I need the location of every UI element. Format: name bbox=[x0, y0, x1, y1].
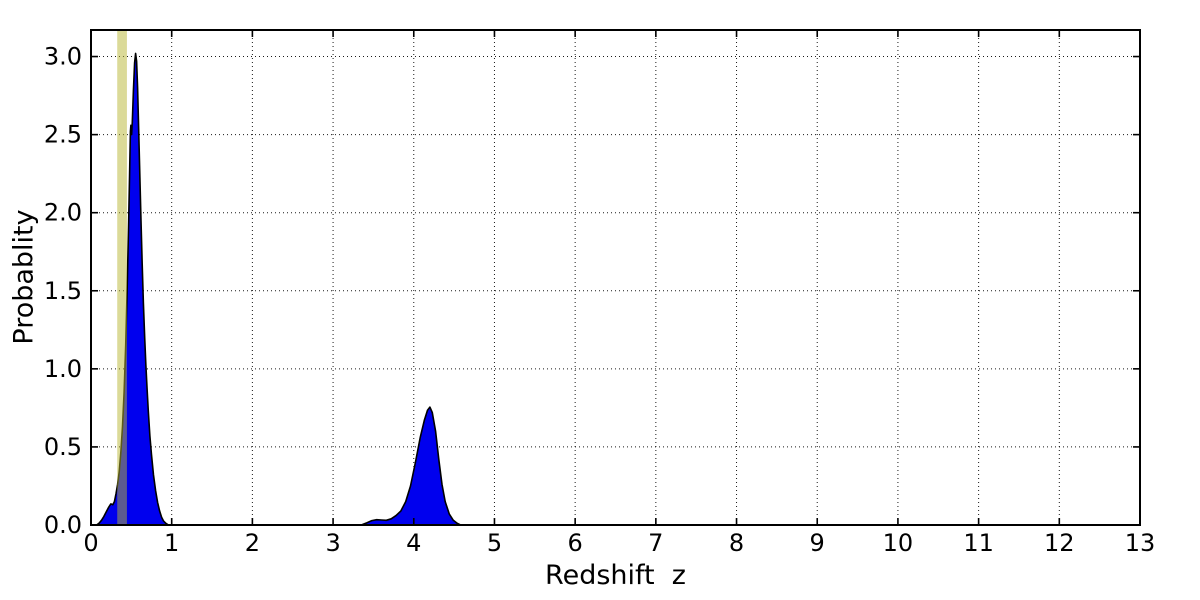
x-tick-label: 4 bbox=[406, 529, 421, 557]
x-axis-label: Redshift z bbox=[545, 560, 686, 591]
axes-frame bbox=[90, 29, 1141, 526]
y-tick-label: 0.5 bbox=[44, 433, 82, 461]
x-tick-label: 0 bbox=[83, 529, 98, 557]
reference-redshift-band bbox=[117, 30, 127, 525]
x-tick-label: 13 bbox=[1125, 529, 1156, 557]
x-tick-label: 12 bbox=[1044, 529, 1075, 557]
x-tick-label: 1 bbox=[164, 529, 179, 557]
x-tick-label: 8 bbox=[729, 529, 744, 557]
y-tick-label: 2.5 bbox=[44, 121, 82, 149]
y-tick-label: 2.0 bbox=[44, 199, 82, 227]
y-tick-label: 1.0 bbox=[44, 355, 82, 383]
x-tick-label: 9 bbox=[810, 529, 825, 557]
x-tick-label: 11 bbox=[963, 529, 994, 557]
x-tick-label: 3 bbox=[325, 529, 340, 557]
y-axis-label: Probablity bbox=[8, 209, 40, 345]
x-tick-label: 6 bbox=[568, 529, 583, 557]
x-tick-label: 10 bbox=[883, 529, 914, 557]
x-tick-label: 2 bbox=[245, 529, 260, 557]
y-tick-label: 3.0 bbox=[44, 43, 82, 71]
y-tick-label: 0.0 bbox=[44, 511, 82, 539]
x-tick-label: 7 bbox=[648, 529, 663, 557]
x-tick-label: 5 bbox=[487, 529, 502, 557]
density-curve bbox=[95, 52, 462, 526]
y-tick-label: 1.5 bbox=[44, 277, 82, 305]
